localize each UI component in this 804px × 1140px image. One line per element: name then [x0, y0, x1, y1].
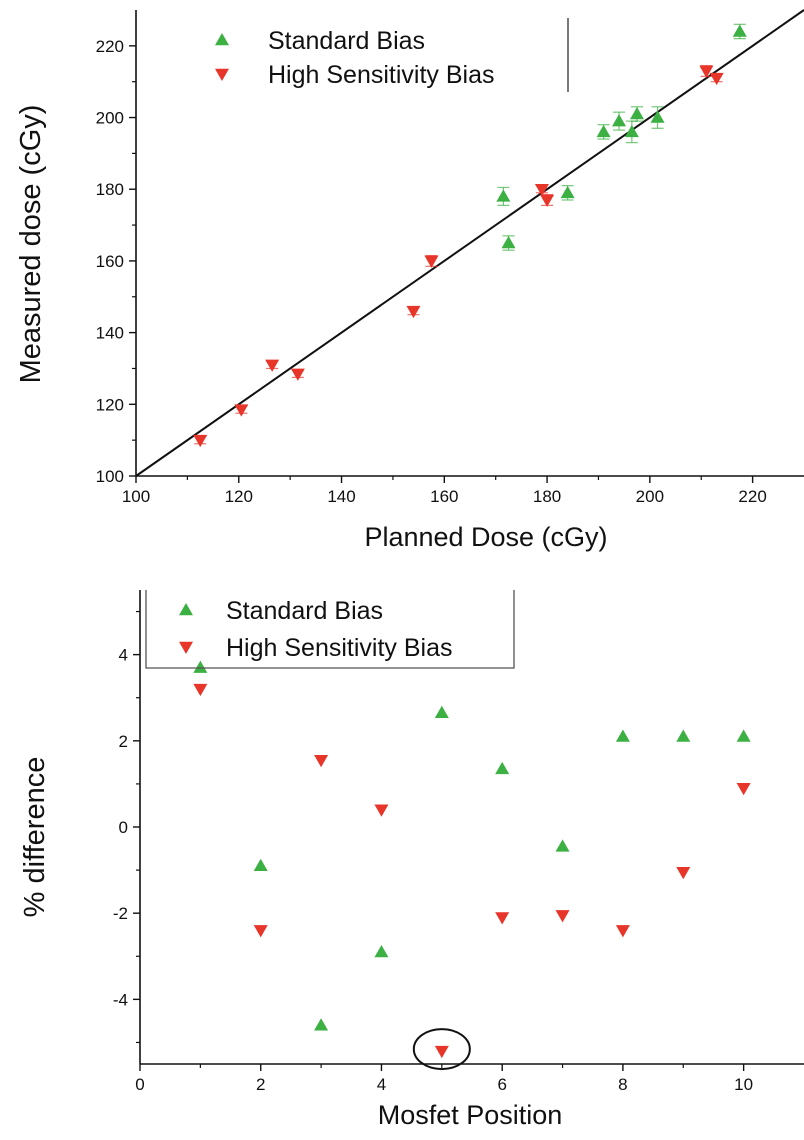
- data-point: [314, 754, 329, 768]
- x-tick-label: 100: [122, 487, 150, 506]
- dose-comparison-chart: 100 120 140 160 180 200 220 100 120 140 160 180 200 2…: [15, 9, 804, 552]
- legend-label: Standard Bias: [226, 597, 383, 625]
- data-point: [540, 194, 555, 207]
- y-tick-label: 2: [119, 732, 128, 751]
- data-point: [290, 368, 305, 381]
- data-point: [265, 359, 280, 372]
- data-point: [406, 305, 421, 319]
- y-tick-label: 180: [96, 180, 124, 199]
- highlight-circle: [412, 1028, 471, 1071]
- data-point: [496, 189, 511, 202]
- legend-label: High Sensitivity Bias: [268, 61, 494, 89]
- x-tick-label: 0: [135, 1075, 144, 1094]
- x-axis-title: Planned Dose (cGy): [364, 522, 607, 552]
- x-tick-label: 160: [430, 487, 458, 506]
- data-point: [193, 434, 208, 448]
- y-tick-label: 200: [96, 109, 124, 128]
- data-point: [615, 729, 630, 742]
- data-point: [736, 782, 751, 796]
- data-point: [495, 761, 510, 775]
- legend-marker: [179, 603, 193, 616]
- legend-marker: [215, 33, 229, 46]
- y-axis-title: % difference: [19, 757, 51, 918]
- data-point: [676, 729, 691, 742]
- data-point: [555, 910, 570, 923]
- data-point: [253, 858, 268, 872]
- legend-border: [145, 590, 515, 669]
- x-tick-label: 140: [327, 487, 355, 506]
- y-tick-label: 220: [96, 37, 124, 56]
- data-point: [193, 660, 208, 673]
- y-tick-label: 140: [96, 324, 124, 343]
- data-point: [253, 925, 268, 938]
- x-tick-label: 4: [377, 1075, 386, 1094]
- data-point: [676, 866, 691, 880]
- data-point: [534, 183, 549, 197]
- x-tick-label: 120: [225, 487, 253, 506]
- y-tick-label: 160: [96, 252, 124, 271]
- data-point: [555, 839, 570, 852]
- data-point: [434, 705, 449, 719]
- data-point: [615, 925, 630, 938]
- data-point: [612, 114, 627, 127]
- y-tick-label: -4: [113, 990, 128, 1009]
- data-point: [699, 65, 714, 78]
- percent-difference-chart: 0 2 4 6 8 10 -4 -2 0 2 4 Mosfet Position % differenc…: [19, 590, 804, 1130]
- data-point: [732, 24, 747, 37]
- x-tick-label: 180: [533, 487, 561, 506]
- x-tick-label: 2: [256, 1075, 265, 1094]
- y-tick-label: 4: [119, 646, 128, 665]
- legend-label: High Sensitivity Bias: [226, 634, 452, 662]
- series-standard-bias: [496, 23, 747, 251]
- data-point: [314, 1018, 329, 1031]
- data-point: [234, 404, 249, 417]
- data-point: [434, 1045, 449, 1059]
- y-axis-title: Measured dose (cGy): [15, 105, 47, 384]
- data-point: [624, 124, 639, 138]
- y-tick-label: 0: [119, 818, 128, 837]
- data-point: [630, 106, 644, 120]
- legend-marker: [179, 641, 193, 654]
- x-axis-title: Mosfet Position: [378, 1100, 563, 1130]
- data-point: [424, 255, 439, 268]
- series-standard-bias: [193, 660, 751, 1031]
- data-point: [709, 72, 724, 86]
- data-point: [495, 912, 510, 925]
- x-tick-label: 200: [636, 487, 664, 506]
- y-tick-label: 120: [96, 395, 124, 414]
- data-point: [374, 804, 389, 817]
- legend-marker: [215, 68, 229, 81]
- identity-line: [135, 9, 804, 477]
- x-tick-label: 8: [618, 1075, 627, 1094]
- series-high-sensitivity-bias: [193, 64, 724, 448]
- data-point: [501, 236, 516, 249]
- legend-label: Standard Bias: [268, 27, 425, 55]
- data-point: [560, 185, 575, 199]
- data-point: [193, 683, 208, 697]
- data-point: [596, 124, 611, 138]
- x-tick-label: 6: [497, 1075, 506, 1094]
- data-point: [736, 729, 751, 742]
- y-tick-label: -2: [113, 904, 128, 923]
- y-tick-label: 100: [96, 467, 124, 486]
- x-tick-label: 220: [738, 487, 766, 506]
- x-tick-label: 10: [734, 1075, 753, 1094]
- series-high-sensitivity-bias: [193, 683, 751, 1059]
- data-point: [650, 110, 665, 123]
- data-point: [374, 944, 389, 958]
